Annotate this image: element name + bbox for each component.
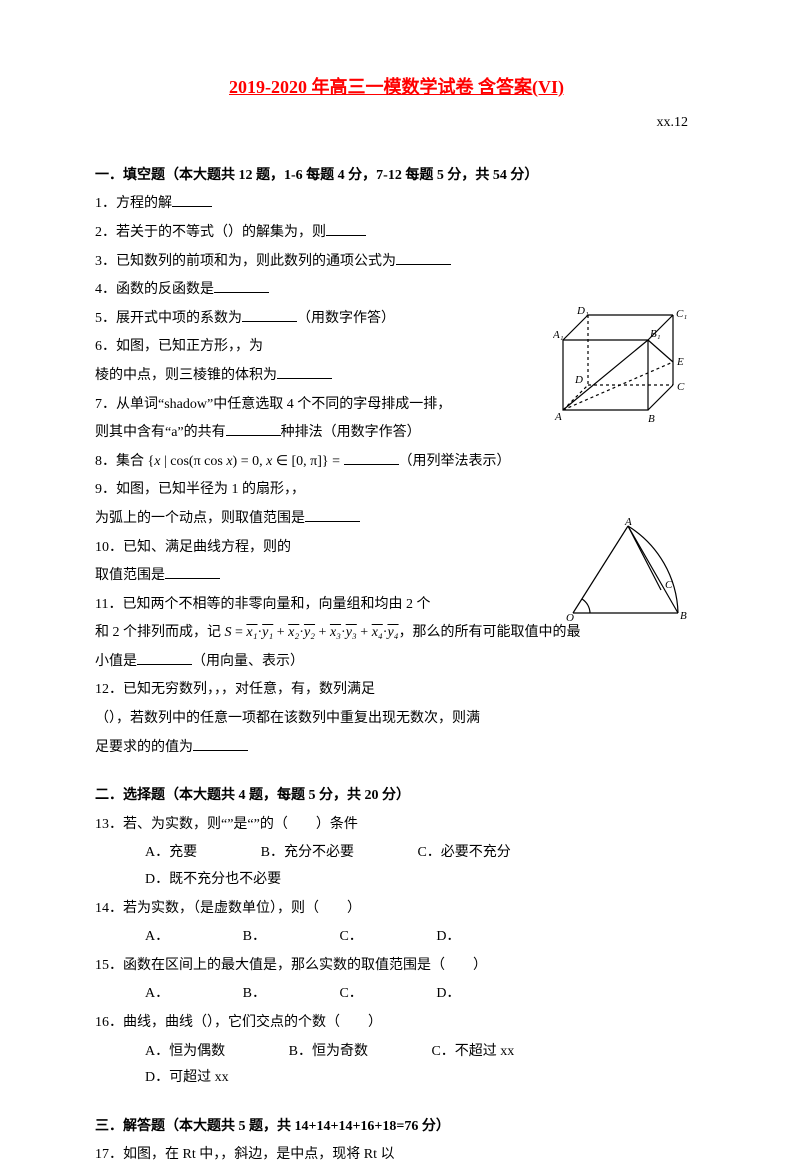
q14-C: C． [339, 924, 362, 951]
q13-D: D．既不充分也不必要 [145, 867, 281, 894]
fan-figure: O A B C [558, 518, 688, 623]
label-B: B [680, 610, 687, 622]
q17: 17．如图，在 Rt 中，，斜边，是中点，现将 Rt 以 [95, 1142, 698, 1169]
label-C: C [677, 381, 685, 393]
label-D1: D₁ [576, 305, 589, 317]
label-C1: C₁ [676, 308, 687, 320]
q14-A: A． [145, 924, 169, 951]
q14-D: D． [436, 924, 460, 951]
q16: 16．曲线，曲线（），它们交点的个数（ ） [95, 1010, 698, 1037]
q15-D: D． [436, 981, 460, 1008]
q15-A: A． [145, 981, 169, 1008]
q12c: 足要求的的值为 [95, 735, 698, 762]
q12b: （），若数列中的任意一项都在该数列中重复出现无数次，则满 [95, 706, 698, 733]
q15: 15．函数在区间上的最大值是，那么实数的取值范围是（ ） [95, 953, 698, 980]
q2: 2．若关于的不等式（）的解集为，则 [95, 220, 698, 247]
q13: 13．若、为实数，则“”是“”的（ ）条件 [95, 812, 698, 839]
q13-opts: A．充要 B．充分不必要 C．必要不充分 D．既不充分也不必要 [95, 840, 698, 893]
q15-C: C． [339, 981, 362, 1008]
q11b: 和 2 个排列而成，记 S = x₁·y₁ + x₂·y₂ + x₃·y₃ + … [95, 620, 698, 647]
q16-D: D．可超过 xx [145, 1065, 229, 1092]
section1-head: 一．填空题（本大题共 12 题，1-6 每题 4 分，7-12 每题 5 分，共… [95, 163, 698, 190]
q16-B: B．恒为奇数 [289, 1039, 368, 1066]
label-B: B [648, 413, 655, 425]
label-C: C [665, 579, 673, 591]
cube-figure: A B C D A₁ B₁ C₁ D₁ E [553, 305, 693, 425]
label-A: A [554, 411, 562, 423]
section3-head: 三．解答题（本大题共 5 题，共 14+14+14+16+18=76 分） [95, 1114, 698, 1141]
page-title: 2019-2020 年高三一模数学试卷 含答案(VI) [95, 70, 698, 104]
q1: 1．方程的解 [95, 191, 698, 218]
label-B1: B₁ [650, 328, 661, 340]
q16-A: A．恒为偶数 [145, 1039, 225, 1066]
q13-C: C．必要不充分 [417, 840, 510, 867]
q14: 14．若为实数，（是虚数单位），则（ ） [95, 896, 698, 923]
q14-opts: A． B． C． D． [95, 924, 698, 951]
q14-B: B． [243, 924, 266, 951]
label-O: O [566, 612, 574, 623]
label-A1: A₁ [553, 329, 564, 341]
q3: 3．已知数列的前项和为，则此数列的通项公式为 [95, 249, 698, 276]
label-A: A [624, 518, 632, 528]
q15-opts: A． B． C． D． [95, 981, 698, 1008]
q16-opts: A．恒为偶数 B．恒为奇数 C．不超过 xx D．可超过 xx [95, 1039, 698, 1092]
q8: 8．集合 {x | cos(π cos x) = 0, x ∈ [0, π]} … [95, 449, 698, 476]
q13-B: B．充分不必要 [261, 840, 354, 867]
q13-A: A．充要 [145, 840, 197, 867]
q4: 4．函数的反函数是 [95, 277, 698, 304]
q12a: 12．已知无穷数列，，，对任意，有，数列满足 [95, 677, 698, 704]
q9: 9．如图，已知半径为 1 的扇形，， [95, 477, 698, 504]
q11c: 小值是（用向量、表示） [95, 649, 698, 676]
label-D: D [574, 374, 583, 386]
q16-C: C．不超过 xx [431, 1039, 514, 1066]
section2-head: 二．选择题（本大题共 4 题，每题 5 分，共 20 分） [95, 783, 698, 810]
q15-B: B． [243, 981, 266, 1008]
date: xx.12 [95, 110, 698, 137]
label-E: E [676, 356, 684, 368]
